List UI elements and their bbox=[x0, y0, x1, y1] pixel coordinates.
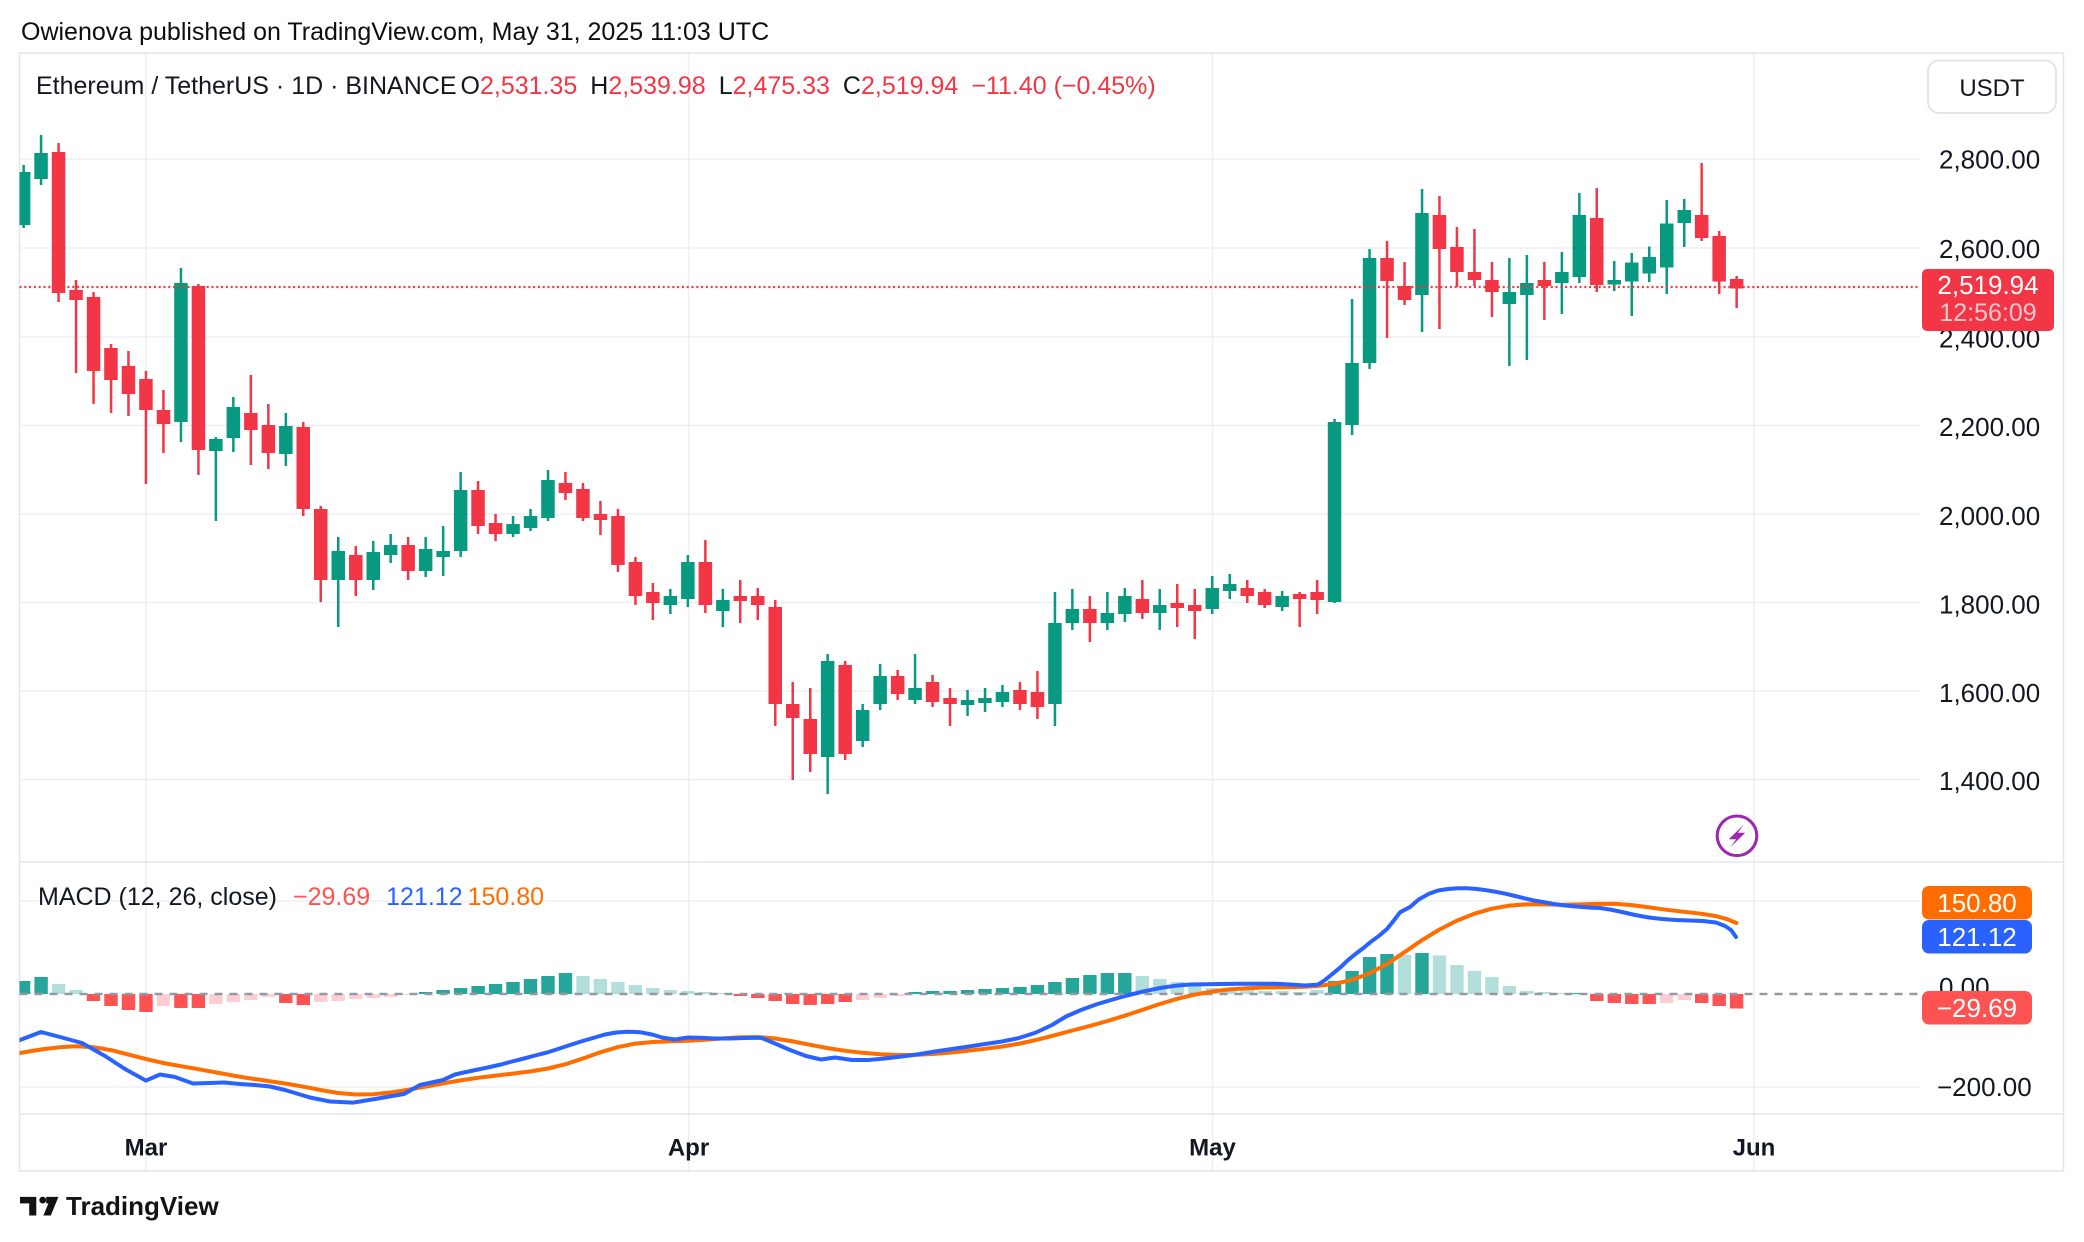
svg-text:150.80: 150.80 bbox=[1937, 888, 2017, 918]
svg-text:1,600.00: 1,600.00 bbox=[1939, 678, 2040, 708]
svg-text:−29.69: −29.69 bbox=[1937, 993, 2017, 1023]
svg-text:Apr: Apr bbox=[668, 1134, 709, 1161]
svg-text:12:56:09: 12:56:09 bbox=[1939, 299, 2036, 327]
svg-text:2,800.00: 2,800.00 bbox=[1939, 145, 2040, 175]
svg-text:121.12: 121.12 bbox=[1937, 922, 2017, 952]
svg-text:TradingView: TradingView bbox=[66, 1191, 219, 1221]
svg-text:Ethereum / TetherUS · 1D · BIN: Ethereum / TetherUS · 1D · BINANCE O2,531… bbox=[36, 72, 1156, 100]
svg-text:2,600.00: 2,600.00 bbox=[1939, 234, 2040, 264]
svg-text:1,400.00: 1,400.00 bbox=[1939, 766, 2040, 796]
svg-text:May: May bbox=[1189, 1134, 1236, 1161]
svg-text:2,000.00: 2,000.00 bbox=[1939, 501, 2040, 531]
svg-text:2,200.00: 2,200.00 bbox=[1939, 412, 2040, 442]
svg-text:2,519.94: 2,519.94 bbox=[1937, 270, 2038, 300]
svg-text:USDT: USDT bbox=[1959, 75, 2025, 102]
svg-text:Owienova published on TradingV: Owienova published on TradingView.com, M… bbox=[21, 18, 769, 46]
svg-text:1,800.00: 1,800.00 bbox=[1939, 590, 2040, 620]
svg-text:−200.00: −200.00 bbox=[1937, 1072, 2032, 1102]
svg-text:Jun: Jun bbox=[1733, 1134, 1776, 1161]
svg-text:Mar: Mar bbox=[125, 1134, 168, 1161]
